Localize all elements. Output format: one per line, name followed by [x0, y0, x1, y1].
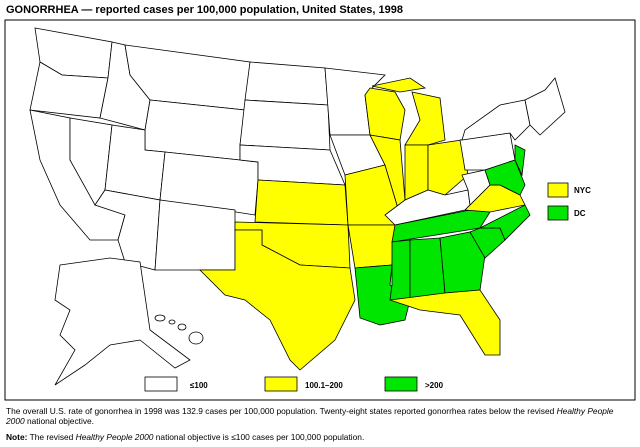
state-shape: [461, 169, 491, 206]
state-shape: [364, 87, 406, 141]
map-figure: GONORRHEA — reported cases per 100,000 p…: [4, 4, 636, 401]
legend-label: ≤100: [190, 381, 208, 390]
note-text: national objective is ≤100 cases per 100…: [153, 432, 365, 442]
state-shape: [389, 289, 501, 356]
state-shape: [427, 139, 469, 196]
inset-label: NYC: [574, 186, 591, 195]
footnote: The overall U.S. rate of gonorrhea in 19…: [6, 406, 634, 426]
state-shape: [389, 239, 411, 301]
legend-label: >200: [425, 381, 444, 390]
state-shape: [461, 99, 531, 141]
state-shape: [177, 323, 187, 331]
note-label: Note:: [6, 432, 28, 442]
legend-swatch: [384, 376, 418, 392]
state-shape: [371, 77, 427, 93]
us-map: [29, 27, 566, 386]
state-shape: [439, 231, 486, 294]
title: GONORRHEA — reported cases per 100,000 p…: [6, 4, 403, 16]
state-shape: [404, 91, 446, 146]
state-shape: [154, 314, 166, 322]
state-shape: [391, 209, 491, 243]
inset-swatch: [547, 182, 569, 198]
state-shape: [199, 229, 356, 371]
state-shape: [479, 204, 531, 241]
state-shape: [347, 224, 396, 269]
state-shape: [514, 144, 526, 177]
footnote-text: national objective.: [24, 416, 95, 426]
state-shape: [254, 179, 349, 226]
inset-label: DC: [574, 209, 586, 218]
state-shape: [54, 257, 191, 386]
state-shape: [188, 331, 204, 345]
legend-swatch: [264, 376, 298, 392]
legend-label: 100.1–200: [305, 381, 343, 390]
state-shape: [154, 199, 236, 271]
legend-swatch: [144, 376, 178, 392]
footnote-italic: Healthy People 2000: [6, 406, 614, 426]
state-shape: [168, 319, 176, 325]
state-shape: [524, 77, 566, 136]
note: Note: The revised Healthy People 2000 na…: [6, 432, 634, 442]
frame: [4, 19, 636, 401]
note-text: The revised: [27, 432, 76, 442]
state-shape: [239, 99, 331, 151]
inset-swatch: [547, 205, 569, 221]
state-shape: [409, 237, 446, 301]
state-shape: [144, 99, 246, 161]
state-shape: [244, 61, 329, 106]
footnote-text: The overall U.S. rate of gonorrhea in 19…: [6, 406, 557, 416]
note-italic: Healthy People 2000: [75, 432, 154, 442]
